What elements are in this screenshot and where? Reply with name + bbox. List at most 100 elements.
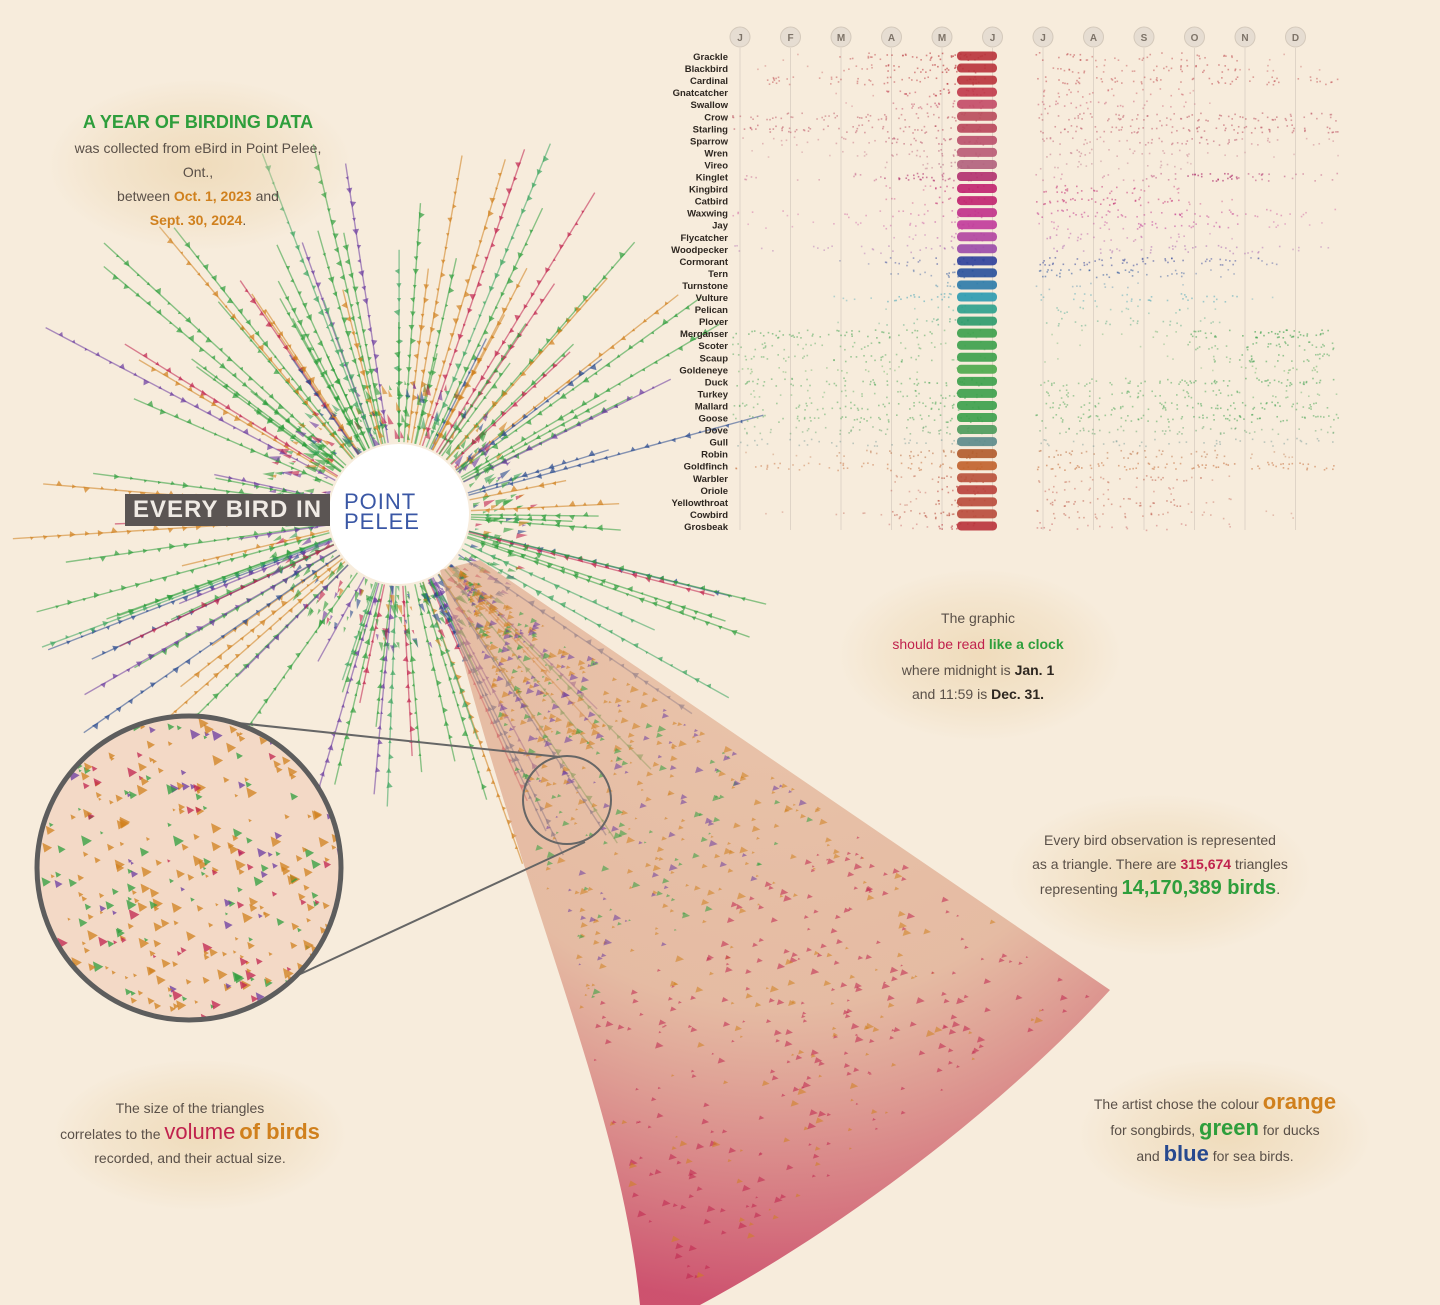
observation-triangle [419,584,427,594]
observation-dot [921,142,923,144]
observation-dot [1181,52,1183,54]
observation-triangle [437,590,444,598]
observation-dot [1260,174,1263,177]
observation-dot [1191,138,1193,140]
observation-dot [1332,140,1335,142]
observation-triangle [450,661,456,667]
observation-triangle [491,683,498,689]
observation-dot [1132,100,1135,103]
zoom-triangle [67,973,73,979]
observation-dot [823,119,825,121]
observation-dot [904,119,906,121]
observation-dot [889,76,892,79]
observation-triangle [302,578,306,583]
observation-dot [1141,59,1144,61]
zoom-triangle [83,1024,93,1034]
observation-triangle [685,587,691,593]
observation-triangle [650,331,655,335]
observation-dot [919,80,922,83]
observation-triangle [423,356,427,361]
observation-triangle [222,409,229,416]
observation-triangle [242,552,249,559]
observation-dot [1233,129,1235,131]
observation-triangle [332,368,336,372]
observation-triangle [643,841,647,844]
observation-dot [1145,178,1148,180]
zoom-triangle [49,722,59,732]
observation-dot [1076,192,1079,194]
zoom-triangle [210,1004,215,1009]
observation-triangle [659,764,667,771]
zoom-triangle [284,814,290,820]
observation-dot [1234,68,1237,71]
observation-triangle [580,915,587,921]
observation-triangle [209,583,214,588]
observation-triangle [630,948,635,953]
observation-triangle [347,388,352,393]
observation-triangle [482,489,486,493]
observation-triangle [338,579,343,589]
observation-triangle [443,421,446,425]
zoom-triangle [110,718,118,726]
observation-triangle [489,620,498,627]
observation-triangle [1057,977,1063,982]
observation-triangle [159,408,167,415]
observation-dot [1186,59,1188,62]
observation-triangle [641,367,646,372]
observation-triangle [701,899,710,906]
observation-triangle [602,897,607,901]
observation-triangle [532,559,540,566]
observation-dot [846,213,848,216]
zoom-triangle [306,903,315,912]
observation-triangle [193,671,200,678]
observation-triangle [517,252,524,259]
observation-dot [926,162,929,165]
observation-dot [1224,127,1227,130]
observation-dot [852,141,855,144]
observation-triangle [470,457,474,463]
observation-dot [1133,70,1136,72]
observation-triangle [439,589,446,597]
observation-triangle [263,451,269,458]
observation-triangle [135,292,140,297]
observation-triangle [510,401,514,406]
observation-triangle [618,829,628,837]
observation-triangle [390,669,396,676]
observation-triangle [517,622,523,627]
observation-dot [1069,53,1072,56]
observation-dot [860,117,863,119]
observation-triangle [173,709,178,714]
observation-triangle [297,291,302,296]
observation-triangle [475,426,480,433]
observation-triangle [897,910,906,917]
observation-triangle [344,258,351,265]
observation-triangle [305,555,312,561]
observation-dot [954,161,956,164]
observation-triangle [501,691,511,698]
observation-triangle [629,1162,638,1169]
observation-triangle [668,996,674,1001]
observation-dot [950,165,953,168]
observation-triangle [826,858,836,865]
observation-dot [930,56,933,59]
observation-triangle [226,297,234,304]
observation-triangle [478,423,484,432]
observation-triangle [468,581,472,585]
observation-triangle [522,679,528,684]
observation-dot [951,210,954,212]
observation-triangle [319,771,325,777]
observation-triangle [275,448,290,455]
observation-triangle [430,430,435,435]
observation-triangle [341,704,345,708]
zoom-triangle [290,792,299,801]
observation-triangle [342,435,354,445]
observation-triangle [597,914,603,919]
observation-dot [1252,76,1255,78]
observation-triangle [213,487,217,491]
observation-dot [773,78,775,80]
observation-dot [1164,200,1166,203]
observation-dot [1125,64,1128,67]
observation-triangle [229,553,234,557]
observation-triangle [818,1061,825,1066]
observation-triangle [869,1038,875,1044]
